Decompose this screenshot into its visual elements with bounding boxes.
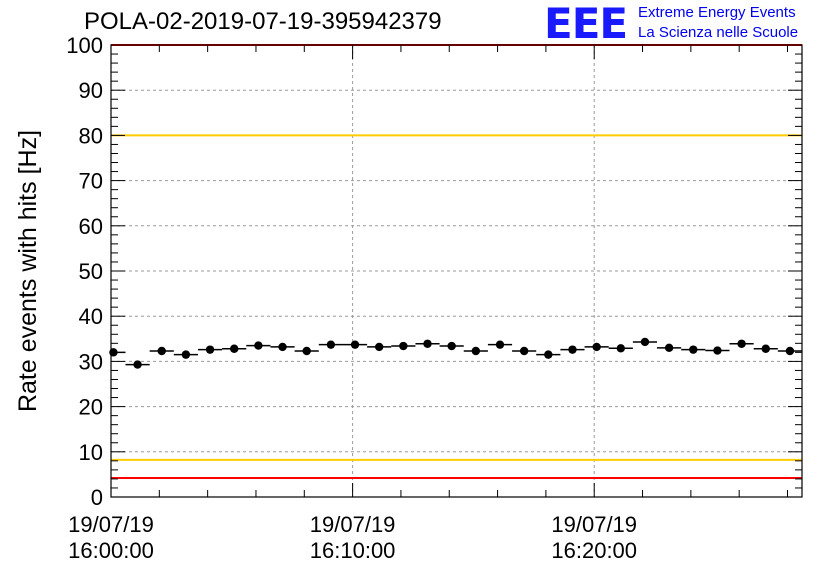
data-point: [616, 344, 625, 353]
data-point: [713, 346, 722, 355]
y-tick-label: 30: [79, 349, 103, 374]
data-point: [471, 346, 481, 356]
y-tick-label: 100: [66, 33, 103, 58]
data-point: [254, 341, 263, 350]
data-point: [230, 344, 239, 353]
x-tick-label-date: 19/07/19: [310, 512, 396, 537]
data-point: [664, 343, 674, 353]
data-point: [302, 346, 311, 356]
logo-line-2: La Scienza nelle Scuole: [638, 24, 799, 41]
chart-title: POLA-02-2019-07-19-395942379: [84, 8, 442, 35]
y-tick-label: 70: [79, 169, 103, 194]
data-point: [761, 344, 770, 353]
y-tick-label: 0: [91, 485, 103, 510]
reference-lines: [111, 44, 802, 480]
data-point: [785, 346, 795, 356]
data-point: [592, 342, 601, 352]
y-tick-label: 20: [79, 395, 103, 420]
data-point: [133, 360, 142, 369]
data-point: [326, 340, 336, 349]
x-tick-label-date: 19/07/19: [68, 512, 154, 537]
data-point: [157, 346, 166, 356]
y-tick-label: 90: [79, 78, 103, 103]
y-tick-label: 50: [79, 259, 103, 284]
eee-logo: EEE: [544, 0, 628, 48]
y-tick-label: 80: [79, 123, 103, 148]
y-tick-label: 10: [79, 440, 103, 465]
data-point: [519, 346, 529, 356]
x-tick-label-time: 16:00:00: [68, 538, 154, 563]
data-point: [205, 345, 215, 354]
data-point: [640, 337, 650, 347]
data-point: [399, 341, 408, 351]
tick-layer: [110, 44, 802, 498]
data-point: [423, 339, 432, 348]
grid-layer: [111, 45, 802, 497]
logo-line-1: Extreme Energy Events: [638, 4, 796, 21]
data-point: [374, 342, 384, 352]
data-point: [568, 345, 577, 354]
y-axis-label: Rate events with hits [Hz]: [14, 130, 42, 412]
data-point: [278, 342, 287, 352]
x-tick-label-time: 16:20:00: [551, 538, 637, 563]
logo-text: Extreme Energy Events La Scienza nelle S…: [638, 3, 798, 43]
data-point: [689, 345, 698, 354]
data-point: [350, 340, 360, 349]
y-tick-label: 40: [79, 304, 103, 329]
data-point: [544, 350, 553, 359]
data-point: [495, 340, 505, 349]
x-tick-label-time: 16:10:00: [310, 538, 396, 563]
data-point: [447, 341, 456, 351]
data-point: [737, 339, 746, 348]
data-layer: [109, 337, 802, 369]
x-tick-label-date: 19/07/19: [551, 512, 637, 537]
y-tick-label: 60: [79, 214, 103, 239]
label-layer: 010203040506070809010019/07/1916:00:0019…: [66, 33, 637, 563]
data-point: [181, 350, 191, 359]
